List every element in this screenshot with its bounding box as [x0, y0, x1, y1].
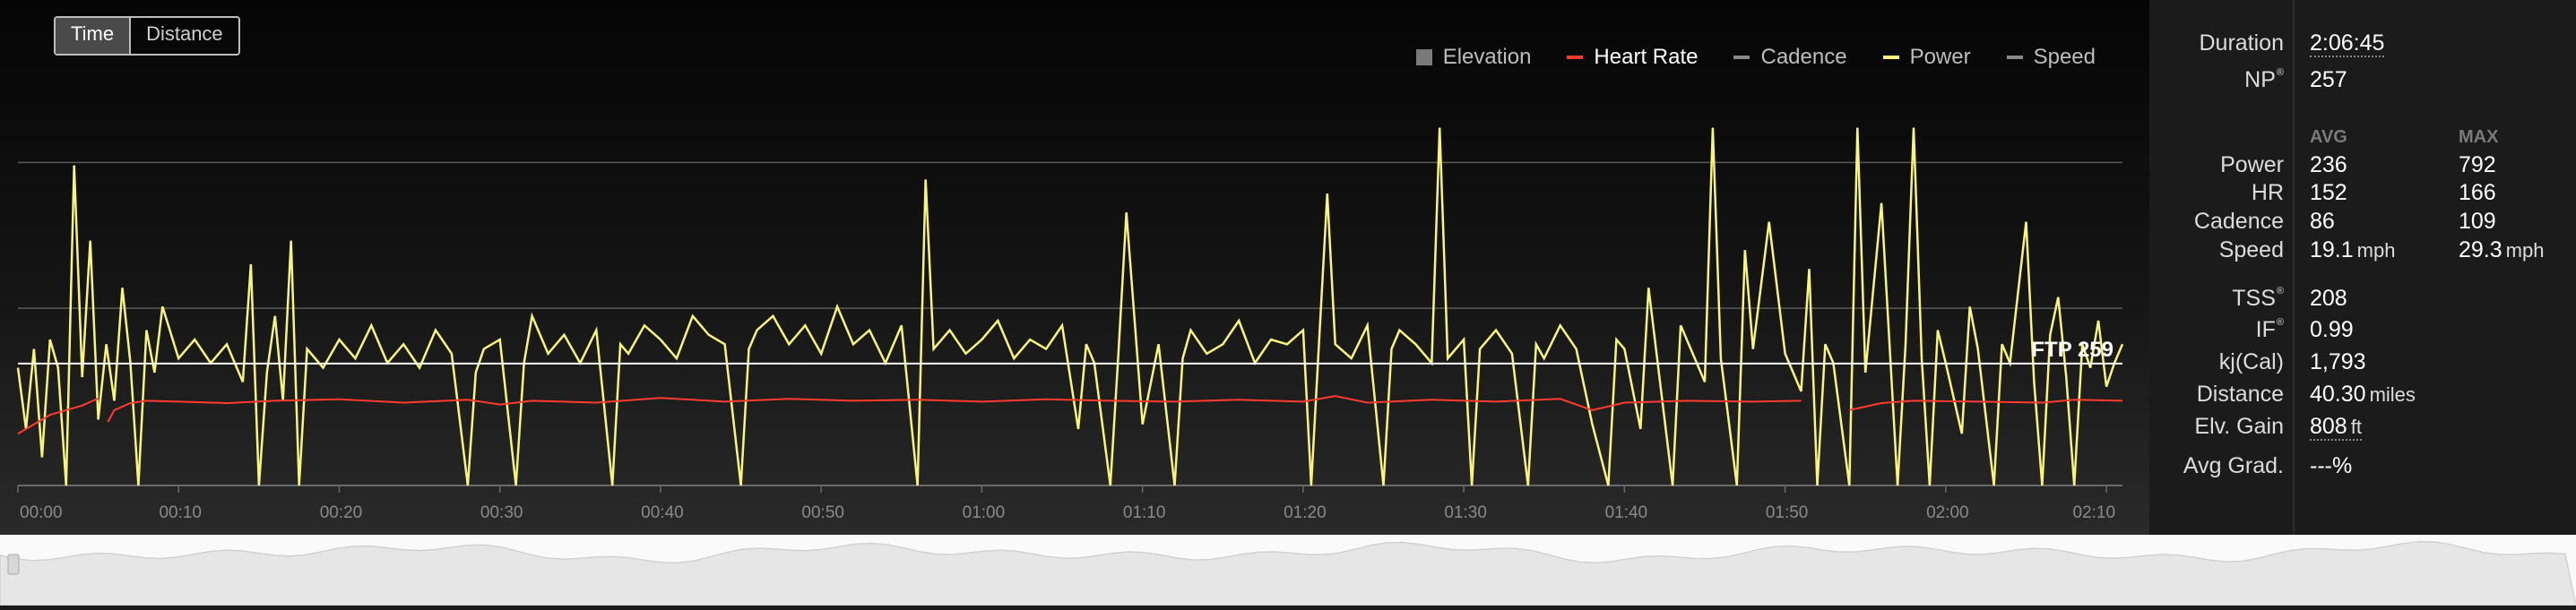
avg-header: AVG [2310, 127, 2347, 147]
x-tick-label: 00:20 [320, 503, 363, 522]
hr-max: 166 [2459, 180, 2496, 205]
if-value: 0.99 [2310, 317, 2354, 342]
x-tick-label: 01:30 [1444, 503, 1487, 522]
legend-label-speed: Speed [2033, 45, 2096, 69]
legend-item-heart-rate[interactable]: Heart Rate [1567, 45, 1698, 70]
max-header: MAX [2459, 127, 2499, 147]
legend-label-cadence: Cadence [1760, 45, 1847, 69]
cadence-max: 109 [2459, 209, 2496, 234]
np-label: NP [2244, 67, 2276, 92]
cadence-avg: 86 [2310, 209, 2335, 234]
elv-gain-unit: ft [2350, 416, 2362, 438]
power-series-line [16, 127, 2124, 486]
distance-toggle-button[interactable]: Distance [129, 18, 238, 54]
speed-label: Speed [2218, 237, 2284, 262]
legend-label-power: Power [1909, 45, 1971, 69]
x-tick-label: 01:40 [1605, 503, 1648, 522]
navigator-handle[interactable] [7, 554, 20, 575]
speed-max-unit: mph [2505, 239, 2545, 262]
tss-mark: ® [2276, 286, 2284, 296]
np-mark: ® [2276, 67, 2284, 78]
time-toggle-button[interactable]: Time [56, 18, 130, 54]
power-avg: 236 [2310, 152, 2347, 177]
elevation-swatch-icon [1415, 49, 1432, 65]
hr-avg: 152 [2310, 180, 2347, 205]
time-distance-toggle[interactable]: Time Distance [54, 16, 240, 56]
legend-item-power[interactable]: Power [1882, 45, 1971, 70]
x-tick-label: 00:50 [801, 503, 844, 522]
distance-label: Distance [2196, 382, 2284, 407]
avg-grad-label: Avg Grad. [2183, 453, 2284, 478]
distance-unit: miles [2369, 383, 2416, 406]
speed-max: 29.3 [2459, 237, 2503, 262]
x-tick-label: 00:30 [480, 503, 523, 522]
legend: Elevation Heart Rate Cadence Power Speed [1415, 45, 2096, 70]
power-hr-plot: FTP 259 00:00 00:10 00:20 00:30 00:40 00:50 01… [16, 127, 2124, 522]
np-value: 257 [2310, 67, 2347, 92]
legend-item-cadence[interactable]: Cadence [1733, 45, 1847, 70]
duration-value: 2:06:45 [2310, 30, 2385, 57]
x-tick-label: 01:20 [1284, 503, 1327, 522]
x-tick-label: 01:00 [963, 503, 1006, 522]
legend-label-heart-rate: Heart Rate [1594, 45, 1699, 69]
chart-panel: Time Distance Elevation Heart Rate Cadence… [0, 0, 2149, 535]
x-tick-label: 01:50 [1766, 503, 1809, 522]
x-tick-label: 02:10 [2073, 503, 2116, 522]
speed-swatch-icon [2006, 56, 2023, 59]
power-label: Power [2220, 152, 2284, 177]
speed-avg-unit: mph [2356, 239, 2396, 262]
tss-label: TSS [2232, 286, 2276, 311]
elv-gain-label: Elv. Gain [2194, 414, 2284, 439]
hr-label: HR [2251, 180, 2284, 205]
stats-panel [2149, 0, 2576, 535]
x-tick-label: 00:40 [641, 503, 684, 522]
x-tick-label: 00:00 [20, 503, 63, 522]
tss-value: 208 [2310, 286, 2347, 311]
power-swatch-icon [1882, 56, 1899, 59]
duration-label: Duration [2199, 30, 2285, 56]
legend-label-elevation: Elevation [1442, 45, 1532, 69]
distance-value: 40.30 [2310, 382, 2366, 407]
cadence-swatch-icon [1733, 56, 1750, 59]
cadence-label: Cadence [2193, 209, 2284, 234]
range-navigator[interactable] [0, 535, 2576, 606]
navigator-elevation-area [0, 540, 2576, 606]
speed-avg: 19.1 [2310, 237, 2354, 262]
ftp-label: FTP 259 [2031, 338, 2114, 362]
heart-rate-swatch-icon [1567, 56, 1584, 59]
navigator-overview[interactable] [0, 535, 2576, 606]
avg-grad-value: ---% [2310, 453, 2353, 478]
x-tick-label: 01:10 [1123, 503, 1166, 522]
heart-rate-series-line [17, 395, 2123, 435]
kj-label: kj(Cal) [2218, 349, 2284, 374]
legend-item-elevation[interactable]: Elevation [1415, 45, 1532, 70]
if-label: IF [2255, 317, 2276, 342]
x-tick-label: 02:00 [1926, 503, 1969, 522]
elv-gain-value: 808 [2310, 414, 2347, 439]
x-tick-label: 00:10 [159, 503, 202, 522]
stats-divider [2293, 0, 2295, 535]
kj-value: 1,793 [2310, 349, 2366, 374]
legend-item-speed[interactable]: Speed [2006, 45, 2096, 70]
power-max: 792 [2459, 152, 2496, 177]
if-mark: ® [2276, 317, 2284, 328]
